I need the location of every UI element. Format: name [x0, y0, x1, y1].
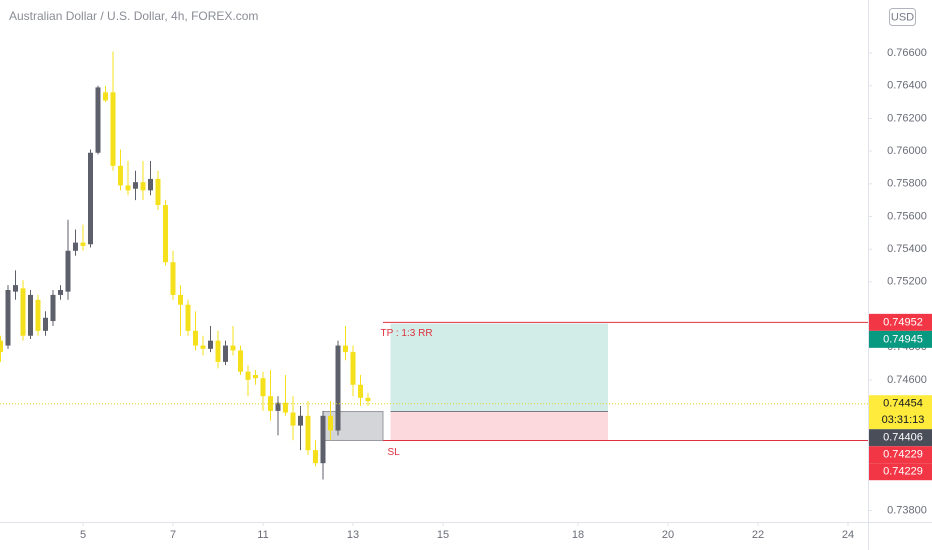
x-tick-label: 7 [170, 529, 176, 541]
y-tick-label: 0.76000 [887, 145, 927, 157]
candle-body [283, 402, 288, 413]
price-tag [869, 463, 932, 481]
candle-body [13, 285, 18, 292]
y-tick-label: 0.75200 [887, 276, 927, 288]
y-tick-label: 0.73800 [887, 504, 927, 516]
x-tick-label: 18 [572, 529, 584, 541]
candle-body [170, 262, 176, 295]
x-tick-label: 20 [662, 529, 674, 541]
target-zone [390, 323, 608, 412]
y-tick-label: 0.76600 [887, 47, 927, 59]
candle-body [365, 397, 371, 402]
candle-body [253, 374, 258, 379]
price-tag [869, 446, 932, 464]
y-tick-label: 0.75600 [887, 210, 927, 222]
candle-body [43, 317, 48, 331]
candle-body [358, 384, 363, 398]
candle-body [125, 185, 131, 191]
candle-body [343, 345, 348, 353]
candle-body [133, 182, 138, 189]
currency-label[interactable]: USD [891, 11, 914, 23]
candle-body [148, 178, 153, 191]
candle-body [185, 304, 191, 331]
candle-body [5, 290, 11, 346]
candle-body [193, 330, 198, 346]
currency-box[interactable] [889, 8, 916, 26]
candle-body [73, 242, 78, 251]
y-tick-label: 0.76200 [887, 112, 927, 124]
candle-body [163, 205, 168, 263]
candle-body [178, 294, 183, 305]
candle-body [140, 182, 146, 191]
candle-body [290, 412, 296, 426]
candle-body [103, 92, 108, 101]
x-tick-label: 5 [80, 529, 86, 541]
candle-body [200, 345, 206, 349]
candle-body [50, 294, 56, 322]
price-tag [869, 330, 932, 348]
candle-body [95, 87, 101, 153]
y-tick-label: 0.75800 [887, 178, 927, 190]
y-tick-label: 0.74600 [887, 374, 927, 386]
candle-body [58, 290, 63, 295]
candle-body [110, 92, 116, 166]
candle-body [88, 152, 93, 245]
candle-body [35, 299, 41, 331]
candle-body [328, 415, 333, 431]
candle-body [155, 178, 161, 206]
price-tag-label: 0.74454 [883, 398, 923, 410]
x-tick-label: 22 [752, 529, 764, 541]
x-tick-label: 15 [437, 529, 449, 541]
candle-body [335, 345, 341, 431]
candle-body [305, 415, 311, 451]
candle-body [260, 378, 266, 397]
price-tag-label: 0.74952 [883, 316, 923, 328]
candle-body [350, 352, 356, 385]
candle-body [80, 242, 86, 246]
x-tick-label: 11 [257, 529, 268, 541]
stop-zone [390, 411, 608, 441]
price-tag-label: 0.74406 [883, 432, 923, 444]
price-tag-label: 0.74229 [883, 466, 923, 478]
x-tick-label: 13 [347, 529, 359, 541]
candle-body [275, 402, 281, 411]
y-tick-label: 0.76400 [887, 80, 927, 92]
stop-label: SL [388, 447, 401, 458]
price-tag-label: 0.74229 [883, 449, 923, 461]
candle-body [298, 415, 303, 426]
y-tick-label: 0.75400 [887, 243, 927, 255]
candle-body [245, 371, 251, 380]
candle-body [223, 345, 228, 362]
candle-body [320, 415, 326, 464]
candle-body [0, 340, 3, 353]
candle-body [230, 345, 236, 351]
candle-body [215, 340, 221, 362]
price-tag [869, 313, 932, 331]
price-tag-label: 0.74945 [883, 333, 923, 345]
candle-body [20, 288, 26, 336]
candle-body [208, 340, 213, 349]
countdown-label: 03:31:13 [882, 414, 925, 426]
chart-title: Australian Dollar / U.S. Dollar, 4h, FOR… [9, 9, 258, 23]
candle-body [313, 450, 318, 464]
target-label: TP : 1:3 RR [381, 328, 433, 339]
candle-body [65, 250, 71, 292]
x-tick-label: 24 [842, 529, 854, 541]
price-tag [869, 395, 932, 430]
price-tag [869, 429, 932, 447]
candle-body [238, 350, 243, 372]
candle-body [118, 165, 123, 186]
candle-body [28, 294, 33, 336]
